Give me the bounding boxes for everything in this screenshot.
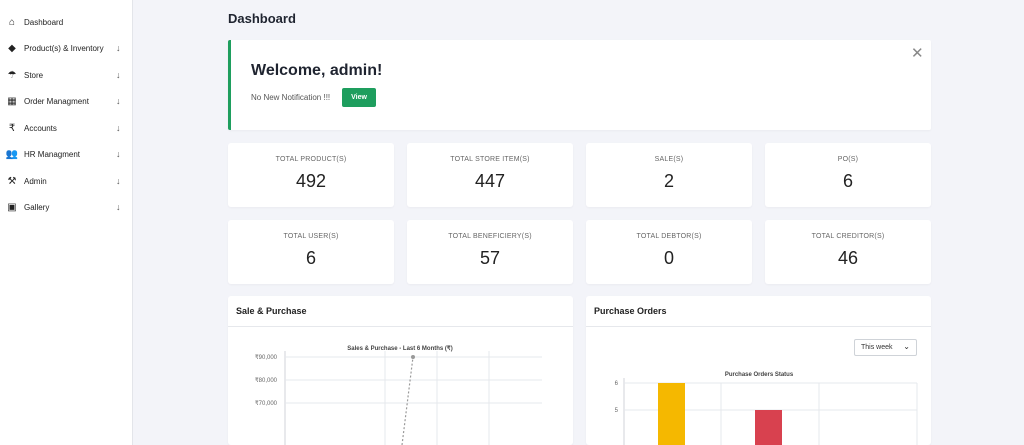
stat-card: TOTAL PRODUCT(S) 492 (228, 143, 394, 207)
bar (755, 410, 782, 445)
stat-value: 6 (305, 248, 316, 268)
stat-label: SALE(S) (654, 156, 684, 163)
y-tick-label: ₹70,000 (255, 400, 278, 407)
main-content: Dashboard Welcome, admin! No New Notific… (133, 0, 1024, 445)
close-icon[interactable]: ✕ (911, 45, 924, 62)
stat-label: TOTAL STORE ITEM(S) (450, 156, 530, 163)
sidebar-item-product-s-inventory[interactable]: ◆ Product(s) & Inventory ↓ (0, 37, 133, 59)
stat-value: 447 (474, 171, 506, 191)
tag-icon: ◆ (8, 42, 16, 54)
panel-divider (586, 326, 931, 327)
stat-label: TOTAL DEBTOR(S) (636, 233, 702, 240)
panel-divider (228, 326, 573, 327)
sidebar-item-label: Gallery (24, 202, 50, 212)
y-tick-label: ₹80,000 (255, 377, 278, 384)
arrow-down-icon[interactable]: ↓ (116, 123, 121, 133)
panel-title: Sale & Purchase (236, 306, 307, 316)
sidebar-item-gallery[interactable]: ▣ Gallery ↓ (0, 196, 133, 218)
chevron-down-icon: ⌄ (903, 342, 910, 351)
arrow-down-icon[interactable]: ↓ (116, 70, 121, 80)
stat-label: TOTAL PRODUCT(S) (275, 156, 347, 163)
sidebar: ⌂ Dashboard ◆ Product(s) & Inventory ↓ ☂ Store… (0, 0, 133, 445)
hammer-icon: ⚒ (7, 175, 17, 187)
sidebar-item-label: Accounts (24, 123, 57, 133)
bar (658, 383, 685, 445)
stat-value: 2 (663, 171, 674, 191)
arrow-down-icon[interactable]: ↓ (116, 96, 121, 106)
sidebar-item-label: Order Managment (24, 96, 89, 106)
sidebar-item-hr-managment[interactable]: 👥 HR Managment ↓ (0, 143, 133, 165)
image-icon: ▣ (7, 201, 17, 213)
sales-purchase-chart: Sales & Purchase - Last 6 Months (₹) ₹90,… (255, 345, 542, 445)
stat-card: TOTAL USER(S) 6 (228, 220, 394, 284)
sidebar-item-label: Store (24, 70, 44, 80)
y-tick-label: 5 (615, 408, 619, 414)
date-range-value: This week (861, 344, 893, 351)
purchase-orders-panel: Purchase Orders This week ⌄ Purchase Ord… (586, 296, 931, 445)
stat-label: TOTAL USER(S) (283, 233, 339, 240)
stat-card: TOTAL STORE ITEM(S) 447 (407, 143, 573, 207)
notification-text: No New Notification !!! (251, 93, 331, 102)
stat-value: 57 (479, 248, 501, 268)
page-title: Dashboard (228, 11, 296, 26)
sidebar-item-label: Admin (24, 176, 47, 186)
sale-purchase-panel: Sale & Purchase Sales & Purchase - Last … (228, 296, 573, 445)
date-range-select[interactable]: This week ⌄ (854, 339, 917, 356)
y-tick-label: 6 (615, 381, 619, 387)
stat-value: 492 (295, 171, 327, 191)
sidebar-item-dashboard[interactable]: ⌂ Dashboard (0, 11, 133, 33)
sidebar-item-accounts[interactable]: ₹ Accounts ↓ (0, 117, 133, 139)
purchase-orders-chart: Purchase Orders Status 6 5 (615, 372, 918, 445)
users-icon: 👥 (5, 148, 19, 160)
stat-label: PO(S) (837, 156, 859, 163)
stat-card: SALE(S) 2 (586, 143, 752, 207)
stat-label: TOTAL BENEFICIERY(S) (448, 233, 532, 240)
data-point (411, 355, 415, 359)
stat-label: TOTAL CREDITOR(S) (811, 233, 885, 240)
welcome-title: Welcome, admin! (251, 62, 383, 79)
welcome-card: Welcome, admin! No New Notification !!! … (228, 40, 931, 130)
arrow-down-icon[interactable]: ↓ (116, 176, 121, 186)
arrow-down-icon[interactable]: ↓ (116, 149, 121, 159)
stat-card: TOTAL CREDITOR(S) 46 (765, 220, 931, 284)
chart-title: Purchase Orders Status (725, 372, 794, 378)
series-line (401, 356, 414, 445)
boxes-icon: ▦ (7, 95, 17, 107)
chart-title: Sales & Purchase - Last 6 Months (₹) (347, 345, 453, 352)
panel-title: Purchase Orders (594, 306, 667, 316)
rupee-icon: ₹ (8, 122, 16, 134)
store-icon: ☂ (7, 69, 17, 81)
sidebar-item-label: HR Managment (24, 149, 81, 159)
home-icon: ⌂ (8, 16, 16, 28)
stat-card: TOTAL DEBTOR(S) 0 (586, 220, 752, 284)
view-button[interactable]: View (342, 88, 376, 107)
y-tick-label: ₹90,000 (255, 354, 278, 361)
sidebar-item-label: Product(s) & Inventory (24, 43, 104, 53)
sidebar-item-admin[interactable]: ⚒ Admin ↓ (0, 170, 133, 192)
stat-value: 6 (842, 171, 853, 191)
stat-value: 0 (663, 248, 674, 268)
sidebar-item-store[interactable]: ☂ Store ↓ (0, 64, 133, 86)
stat-card: TOTAL BENEFICIERY(S) 57 (407, 220, 573, 284)
stat-value: 46 (837, 248, 859, 268)
arrow-down-icon[interactable]: ↓ (116, 43, 121, 53)
sidebar-item-order-managment[interactable]: ▦ Order Managment ↓ (0, 90, 133, 112)
sidebar-item-label: Dashboard (24, 17, 64, 27)
arrow-down-icon[interactable]: ↓ (116, 202, 121, 212)
stat-card: PO(S) 6 (765, 143, 931, 207)
